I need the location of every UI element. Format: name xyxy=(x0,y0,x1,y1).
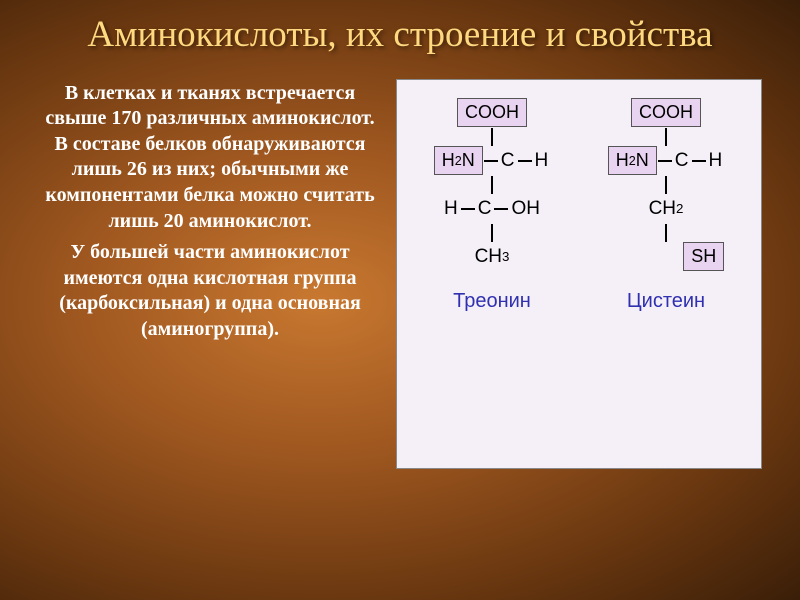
molecule-name: Треонин xyxy=(453,290,531,313)
bond xyxy=(665,128,667,146)
atom: C xyxy=(673,150,691,172)
group-box: COOH xyxy=(631,98,701,127)
diagram-column: COOHH2NCHHCOHCH3ТреонинCOOHH2NCHCH2SHЦис… xyxy=(396,75,762,469)
atom: C xyxy=(476,198,494,220)
paragraph-1: В клетках и тканях встречается свыше 170… xyxy=(40,81,380,235)
group-box: COOH xyxy=(457,98,527,127)
molecule-Треонин: COOHH2NCHHCOHCH3Треонин xyxy=(434,98,550,313)
content-row: В клетках и тканях встречается свыше 170… xyxy=(40,75,760,469)
slide-title: Аминокислоты, их строение и свойства xyxy=(40,14,760,57)
atom: H xyxy=(442,198,460,220)
paragraph-2: У большей части аминокислот имеются одна… xyxy=(40,240,380,342)
bond xyxy=(665,224,667,242)
atom: H xyxy=(707,150,725,172)
atom: CH3 xyxy=(473,246,512,268)
atom: OH xyxy=(509,198,542,220)
bond xyxy=(491,224,493,242)
group-box: SH xyxy=(683,242,724,271)
atom: C xyxy=(499,150,517,172)
slide: Аминокислоты, их строение и свойства В к… xyxy=(0,0,800,600)
molecule-name: Цистеин xyxy=(627,290,705,313)
atom: H xyxy=(533,150,551,172)
bond xyxy=(665,176,667,194)
bond xyxy=(491,176,493,194)
molecule-diagram: COOHH2NCHHCOHCH3ТреонинCOOHH2NCHCH2SHЦис… xyxy=(396,79,762,469)
molecule-Цистеин: COOH H2N CH CH2 SH Цистеин xyxy=(608,98,724,313)
group-box: H2N xyxy=(434,146,483,175)
text-column: В клетках и тканях встречается свыше 170… xyxy=(40,75,380,349)
atom: CH2 xyxy=(647,198,686,220)
bond xyxy=(491,128,493,146)
group-box: H2N xyxy=(608,146,657,175)
